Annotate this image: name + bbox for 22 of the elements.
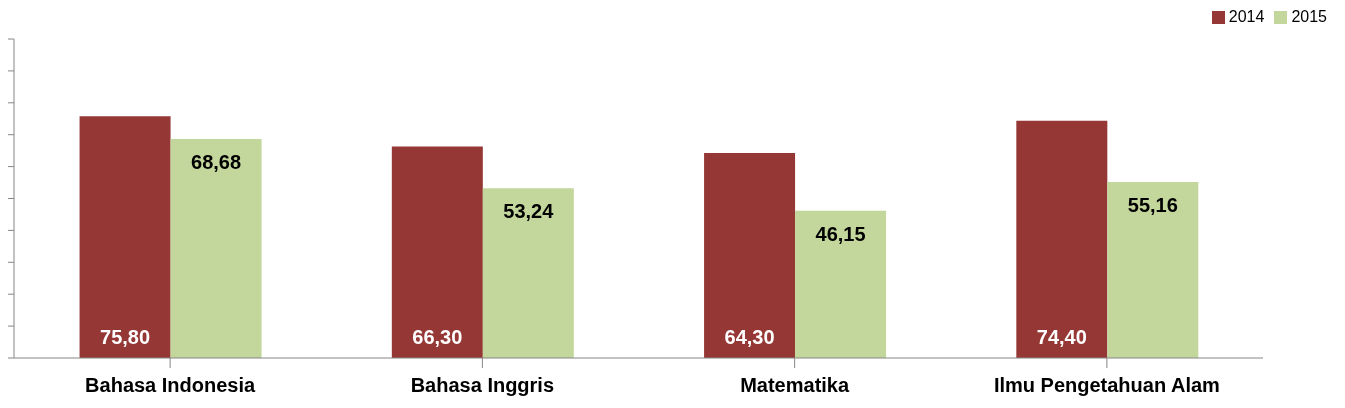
data-label: 53,24 <box>503 200 555 223</box>
data-label: 68,68 <box>191 150 242 173</box>
bar <box>79 116 171 358</box>
x-tick-label: Ilmu Pengetahuan Alam <box>993 374 1220 397</box>
bar <box>704 152 796 358</box>
data-label: 46,15 <box>815 222 866 245</box>
x-tick-label: Matematika <box>740 374 850 397</box>
bar <box>1107 182 1199 358</box>
legend-label: 2015 <box>1291 8 1327 25</box>
data-label: 74,40 <box>1036 326 1087 348</box>
bar <box>1016 120 1108 358</box>
data-label: 55,16 <box>1127 194 1178 217</box>
data-label: 64,30 <box>724 326 775 348</box>
x-tick-label: Bahasa Indonesia <box>85 374 257 397</box>
bar <box>795 210 887 358</box>
legend-label: 2014 <box>1228 8 1265 25</box>
bar <box>391 146 483 358</box>
x-tick-label: Bahasa Inggris <box>410 374 555 397</box>
data-label: 66,30 <box>412 326 463 348</box>
bar <box>170 138 262 358</box>
bar <box>482 188 574 358</box>
data-label: 75,80 <box>100 326 151 348</box>
